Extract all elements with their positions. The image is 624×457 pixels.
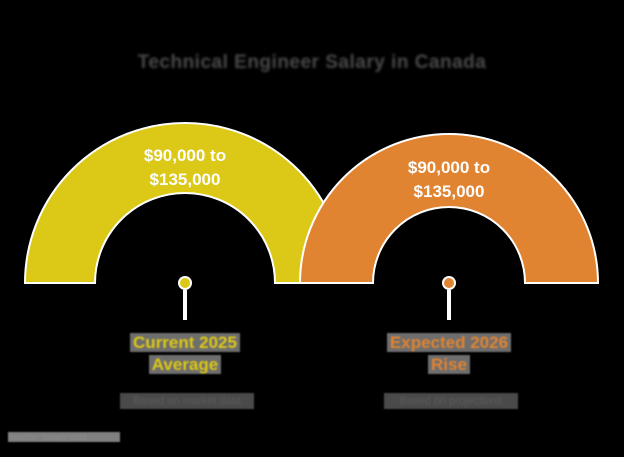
current-label-line2: Average [148, 355, 222, 374]
expected-subtitle: Based on projections [384, 393, 518, 409]
expected-arc [298, 133, 600, 284]
current-subtitle: Based on market data [120, 393, 254, 409]
expected-label-line1: Expected 2026 [386, 333, 512, 352]
current-value-line2: $135,000 [149, 170, 221, 189]
diagram-title: Technical Engineer Salary in Canada [137, 52, 487, 73]
expected-value-line1: $90,000 to [407, 158, 491, 177]
current-value: $90,000 to $135,000 [105, 144, 265, 192]
expected-value-line2: $135,000 [413, 182, 485, 201]
source-note: Source: Salary data [8, 432, 120, 442]
expected-label: Expected 2026 Rise [369, 332, 529, 376]
expected-label-line2: Rise [428, 355, 470, 374]
current-label-line1: Current 2025 [130, 333, 240, 352]
expected-value: $90,000 to $135,000 [369, 156, 529, 204]
current-label: Current 2025 Average [105, 332, 265, 376]
current-value-line1: $90,000 to [143, 146, 227, 165]
